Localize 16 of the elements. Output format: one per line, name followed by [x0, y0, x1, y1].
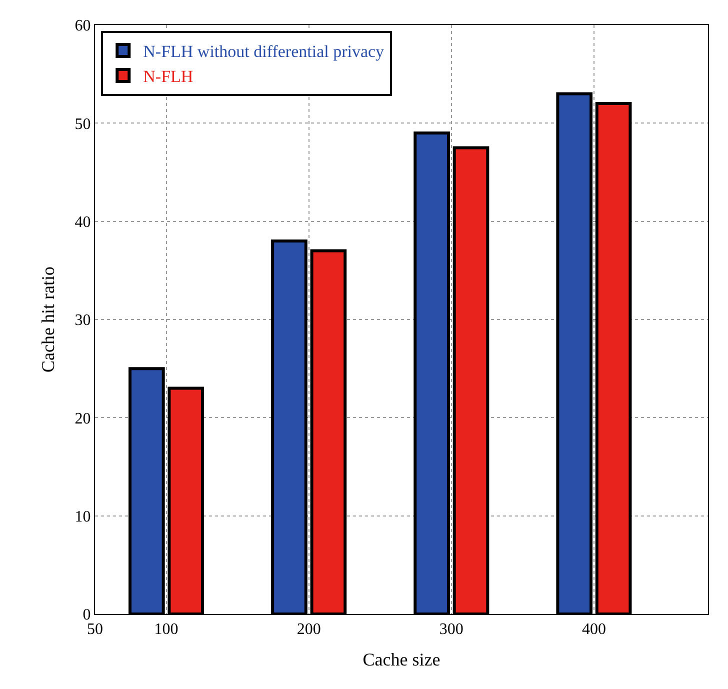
y-tick-label: 40 — [74, 214, 91, 231]
y-tick-label: 0 — [82, 606, 91, 624]
y-tick-label: 20 — [74, 410, 91, 428]
legend-label: N-FLH without differential privacy — [143, 42, 385, 62]
x-tick-label: 50 — [87, 621, 103, 638]
x-tick-label: 200 — [296, 621, 321, 638]
y-tick-label: 30 — [74, 312, 91, 330]
x-tick-label: 400 — [582, 621, 606, 638]
x-axis-title: Cache size — [362, 649, 440, 670]
y-axis-title: Cache hit ratio — [38, 266, 58, 372]
y-tick-label: 60 — [74, 18, 91, 35]
x-tick-label: 300 — [439, 621, 464, 638]
y-tick-label: 10 — [74, 508, 91, 526]
legend-label: N-FLH — [143, 67, 194, 86]
x-tick-label: 100 — [154, 621, 178, 638]
y-tick-label: 50 — [74, 116, 91, 133]
